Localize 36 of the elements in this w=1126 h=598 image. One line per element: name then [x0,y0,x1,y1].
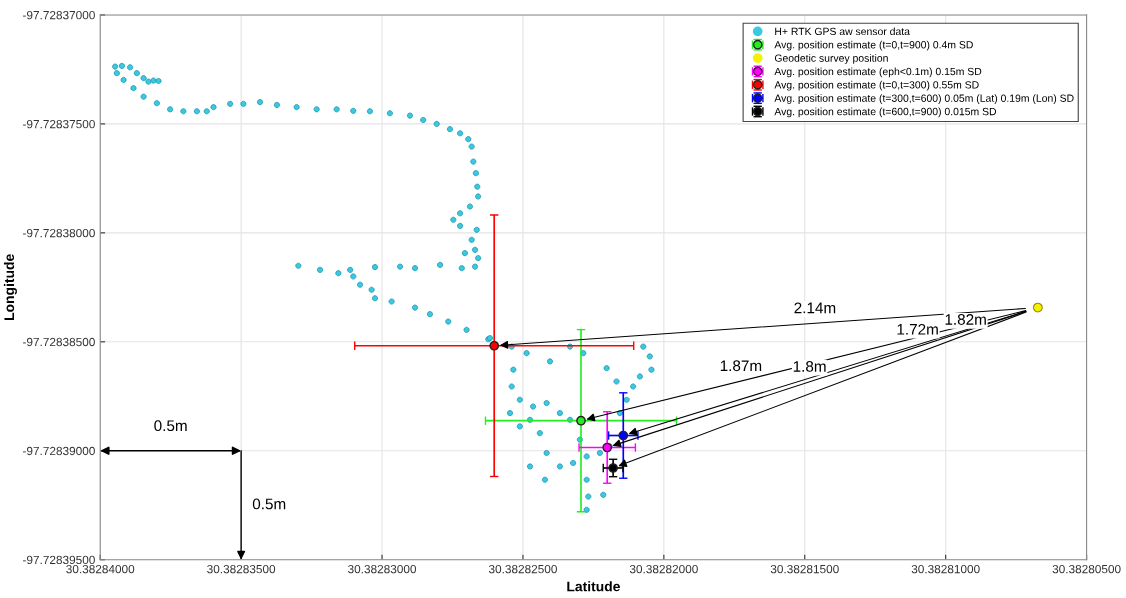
annotation: 0.5m [154,420,187,432]
annotation: 1.87m [720,360,762,372]
x-axis-title: Latitude [567,581,620,592]
annotation: 1.72m [897,323,938,335]
y-tick-label: -97.72839500 [23,555,95,565]
legend-label: Avg. position estimate (t=0,t=900) 0.4m SD [774,40,973,51]
y-tick-label: -97.72837500 [23,119,95,129]
x-tick-label: 30.38280500 [1052,564,1121,574]
x-tick-label: 30.38281000 [911,564,980,574]
legend-label: H+ RTK GPS aw sensor data [775,27,910,36]
annotation: 1.82m [945,314,986,325]
point [1032,302,1043,313]
y-tick-label: -97.72837000 [23,10,95,20]
y-tick-label: -97.72839000 [23,446,95,456]
legend-label: Avg. position estimate (eph<0.1m) 0.15m SD [774,67,982,78]
x-tick-label: 30.38284000 [66,564,135,574]
legend-label: Avg. position estimate (t=300,t=600) 0.05m (Lat) 0.19m (Lon) SD [774,94,1074,104]
x-tick-label: 30.38283000 [348,564,417,574]
x-tick-label: 30.38281500 [770,564,839,574]
annotation: 1.8m [793,360,826,372]
point [618,430,629,441]
y-tick-label: -97.72838000 [23,228,95,238]
legend-label: Avg. position estimate (t=600,t=900) 0.015m SD [774,107,997,118]
point [576,415,586,426]
legend-label: Avg. position estimate (t=0,t=300) 0.55m SD [774,80,979,91]
legend-label: Geodetic survey position [774,54,888,64]
point [602,442,613,453]
x-tick-label: 30.38283500 [207,564,276,574]
point [608,463,618,473]
x-tick-label: 30.38282500 [488,564,557,574]
y-tick-label: -97.72838500 [23,337,95,347]
annotation: 0.5m [252,498,286,510]
y-axis-title: Longitude [3,254,17,320]
x-tick-label: 30.38282000 [629,564,698,574]
annotation: 2.14m [794,302,836,314]
point [489,340,500,351]
